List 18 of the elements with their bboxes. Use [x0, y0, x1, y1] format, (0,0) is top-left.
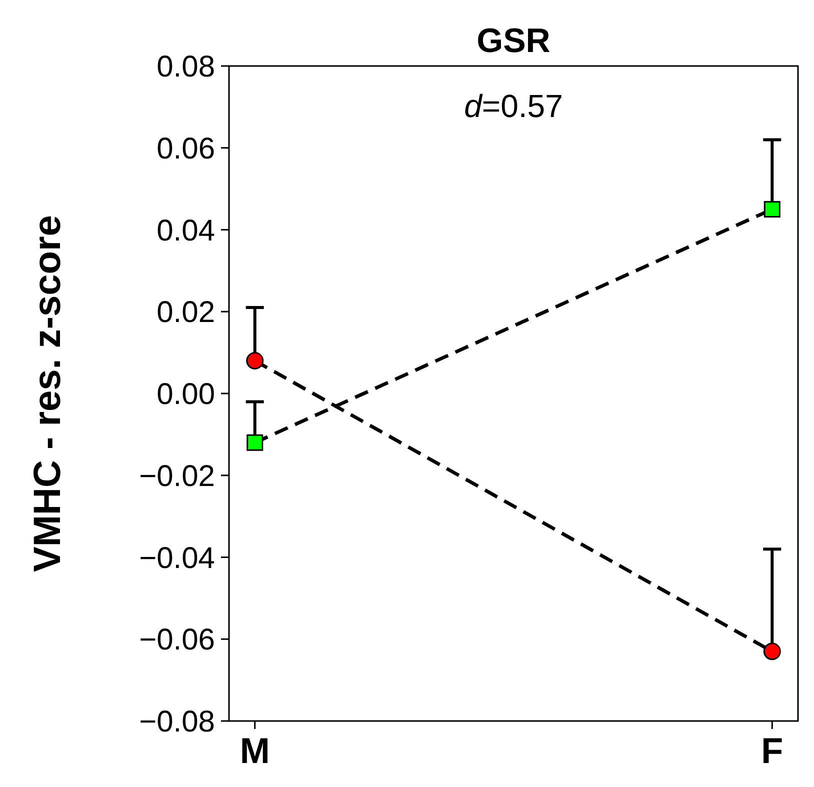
- y-tick-label: −0.06: [139, 624, 215, 657]
- y-tick-label: −0.04: [139, 542, 215, 575]
- x-tick-label: F: [761, 730, 784, 771]
- y-tick-label: 0.00: [156, 378, 215, 411]
- y-tick-label: 0.06: [156, 132, 215, 166]
- point: [763, 642, 781, 660]
- y-axis-title: VMHC - res. z-score: [27, 215, 69, 572]
- annotation: d=0.57: [464, 88, 563, 124]
- y-tick-label: −0.08: [139, 706, 215, 738]
- y-tick-label: −0.02: [139, 460, 215, 493]
- point: [246, 434, 264, 451]
- y-tick-label: 0.08: [156, 50, 215, 84]
- y-tick-label: 0.04: [156, 214, 215, 248]
- y-tick-label: 0.02: [156, 296, 215, 330]
- x-tick-label: M: [240, 730, 270, 771]
- chart-title: GSR: [476, 22, 550, 60]
- point: [764, 201, 780, 218]
- point: [246, 352, 264, 370]
